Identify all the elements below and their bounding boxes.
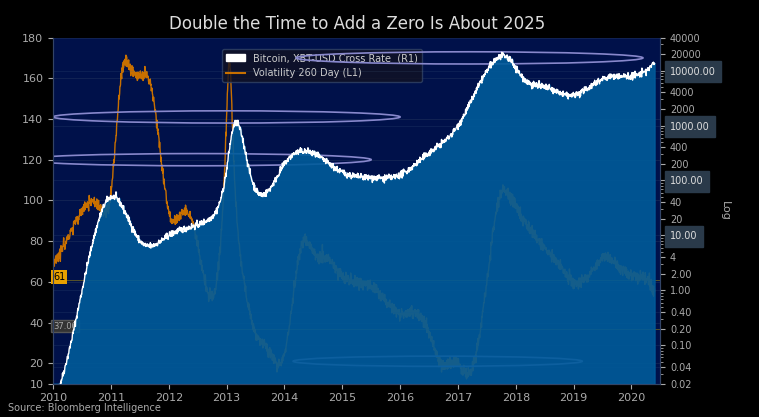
Text: 61: 61	[53, 272, 65, 282]
Text: Source: Bloomberg Intelligence: Source: Bloomberg Intelligence	[8, 403, 160, 413]
Legend: Bitcoin, XBT-USD Cross Rate  (R1), Volatility 260 Day (L1): Bitcoin, XBT-USD Cross Rate (R1), Volati…	[222, 49, 422, 82]
Y-axis label: Log: Log	[720, 201, 730, 221]
Text: 37.00: 37.00	[53, 322, 77, 331]
Title: Double the Time to Add a Zero Is About 2025: Double the Time to Add a Zero Is About 2…	[168, 15, 545, 33]
